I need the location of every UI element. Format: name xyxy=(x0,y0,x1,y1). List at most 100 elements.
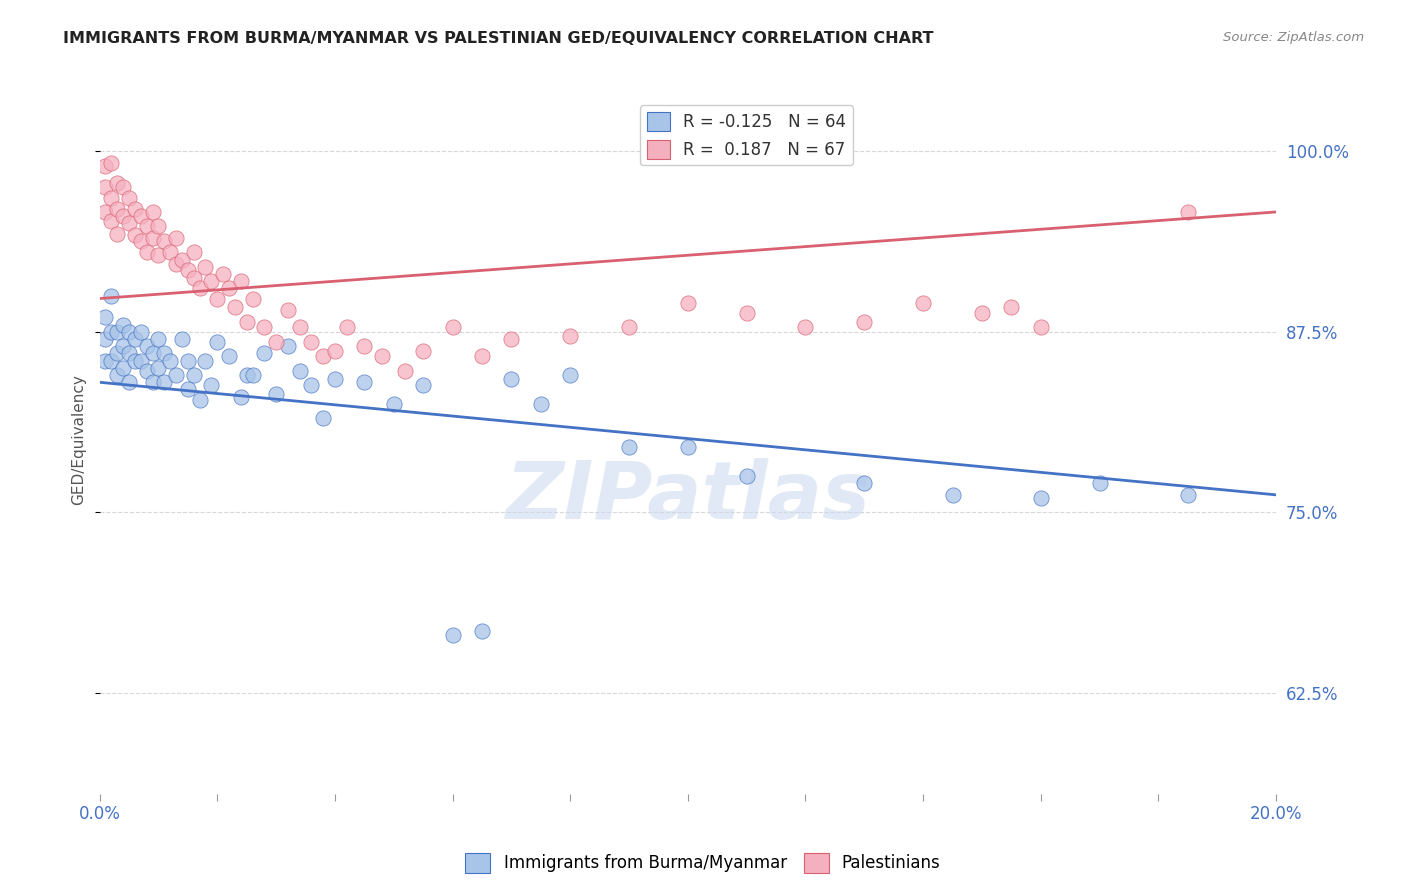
Point xyxy=(912,296,935,310)
Point xyxy=(148,360,170,375)
Point xyxy=(1029,320,1052,334)
Point xyxy=(165,368,187,382)
Point xyxy=(224,300,246,314)
Point xyxy=(277,303,299,318)
Point xyxy=(1177,488,1199,502)
Point xyxy=(323,343,346,358)
Point xyxy=(170,252,193,267)
Point xyxy=(735,306,758,320)
Point xyxy=(194,353,217,368)
Point xyxy=(135,219,157,234)
Point xyxy=(129,325,152,339)
Point xyxy=(242,368,264,382)
Point xyxy=(235,368,257,382)
Point xyxy=(118,346,141,360)
Point xyxy=(394,364,416,378)
Point xyxy=(941,488,963,502)
Point xyxy=(124,353,146,368)
Point xyxy=(560,329,582,343)
Point xyxy=(129,209,152,223)
Point xyxy=(200,378,222,392)
Point xyxy=(100,353,122,368)
Point xyxy=(94,159,117,173)
Point xyxy=(159,245,181,260)
Point xyxy=(471,349,494,363)
Point xyxy=(100,325,122,339)
Point xyxy=(194,260,217,274)
Point xyxy=(412,343,434,358)
Point xyxy=(94,310,117,325)
Point xyxy=(229,390,252,404)
Point xyxy=(141,205,163,219)
Point xyxy=(299,378,322,392)
Point xyxy=(165,257,187,271)
Point xyxy=(441,320,464,334)
Point xyxy=(105,202,128,216)
Point xyxy=(205,292,228,306)
Point xyxy=(94,332,117,346)
Point xyxy=(471,624,494,638)
Point xyxy=(153,234,176,248)
Y-axis label: GED/Equivalency: GED/Equivalency xyxy=(72,375,86,506)
Point xyxy=(794,320,817,334)
Point xyxy=(148,332,170,346)
Point xyxy=(530,397,553,411)
Point xyxy=(135,245,157,260)
Point xyxy=(218,281,240,295)
Text: ZIPatlas: ZIPatlas xyxy=(505,458,870,535)
Point xyxy=(124,227,146,242)
Point xyxy=(141,231,163,245)
Point xyxy=(105,368,128,382)
Point xyxy=(235,315,257,329)
Point xyxy=(105,346,128,360)
Point xyxy=(112,339,135,353)
Point xyxy=(501,372,523,386)
Point xyxy=(312,411,335,425)
Point xyxy=(100,213,122,227)
Point xyxy=(105,176,128,190)
Point xyxy=(165,231,187,245)
Point xyxy=(382,397,405,411)
Point xyxy=(288,320,311,334)
Point xyxy=(253,320,276,334)
Legend: R = -0.125   N = 64, R =  0.187   N = 67: R = -0.125 N = 64, R = 0.187 N = 67 xyxy=(640,105,853,166)
Point xyxy=(218,349,240,363)
Point xyxy=(105,325,128,339)
Point xyxy=(853,315,876,329)
Point xyxy=(177,383,200,397)
Point xyxy=(177,262,200,277)
Point xyxy=(112,360,135,375)
Point xyxy=(141,376,163,390)
Point xyxy=(242,292,264,306)
Point xyxy=(371,349,394,363)
Point xyxy=(205,334,228,349)
Point xyxy=(94,353,117,368)
Point xyxy=(1000,300,1022,314)
Point xyxy=(560,368,582,382)
Point xyxy=(188,281,211,295)
Point xyxy=(277,339,299,353)
Point xyxy=(264,387,287,401)
Point xyxy=(617,320,640,334)
Point xyxy=(264,334,287,349)
Point xyxy=(501,332,523,346)
Point xyxy=(617,440,640,454)
Point xyxy=(129,234,152,248)
Point xyxy=(177,353,200,368)
Point xyxy=(105,227,128,241)
Point xyxy=(100,190,122,204)
Point xyxy=(353,339,375,353)
Point xyxy=(118,325,141,339)
Point xyxy=(153,346,176,360)
Legend: Immigrants from Burma/Myanmar, Palestinians: Immigrants from Burma/Myanmar, Palestini… xyxy=(458,847,948,880)
Point xyxy=(412,378,434,392)
Point xyxy=(135,364,157,378)
Point xyxy=(288,364,311,378)
Point xyxy=(1177,205,1199,219)
Point xyxy=(112,180,135,194)
Point xyxy=(735,469,758,483)
Point xyxy=(853,476,876,491)
Point xyxy=(94,180,117,194)
Point xyxy=(253,346,276,360)
Point xyxy=(229,274,252,288)
